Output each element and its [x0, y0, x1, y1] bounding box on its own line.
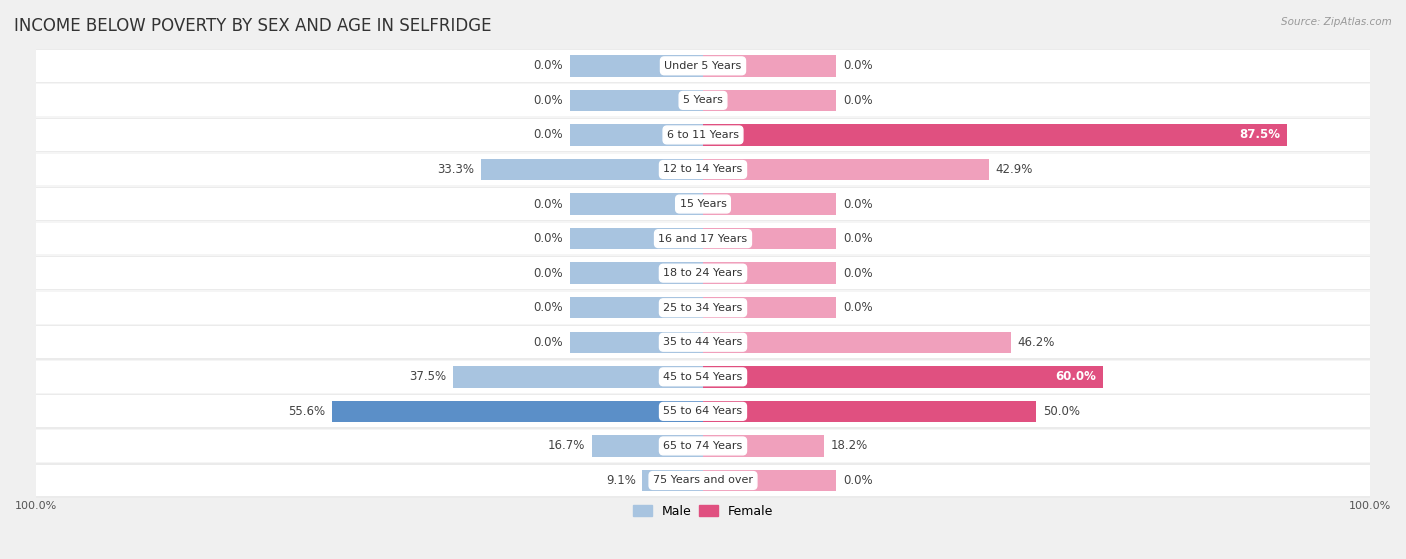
Text: 50.0%: 50.0% — [1043, 405, 1080, 418]
Text: 60.0%: 60.0% — [1056, 370, 1097, 383]
Text: 33.3%: 33.3% — [437, 163, 474, 176]
Bar — [37, 395, 1369, 427]
Bar — [569, 297, 703, 319]
Bar — [569, 89, 703, 111]
Bar — [37, 430, 1369, 462]
Text: 5 Years: 5 Years — [683, 96, 723, 106]
Bar — [37, 257, 1369, 289]
Bar — [37, 83, 1369, 117]
Legend: Male, Female: Male, Female — [628, 500, 778, 523]
Bar — [37, 291, 1369, 325]
Text: 0.0%: 0.0% — [844, 474, 873, 487]
Bar — [332, 401, 703, 422]
Bar — [37, 326, 1369, 358]
Bar — [37, 49, 1369, 83]
Text: 18 to 24 Years: 18 to 24 Years — [664, 268, 742, 278]
Text: 12 to 14 Years: 12 to 14 Years — [664, 164, 742, 174]
Text: INCOME BELOW POVERTY BY SEX AND AGE IN SELFRIDGE: INCOME BELOW POVERTY BY SEX AND AGE IN S… — [14, 17, 492, 35]
Bar — [569, 193, 703, 215]
Text: 0.0%: 0.0% — [533, 336, 562, 349]
Bar — [569, 262, 703, 284]
Bar — [37, 117, 1369, 152]
Bar — [37, 119, 1369, 151]
Text: 0.0%: 0.0% — [844, 232, 873, 245]
Bar — [37, 361, 1369, 393]
Text: 87.5%: 87.5% — [1239, 129, 1279, 141]
Text: 55.6%: 55.6% — [288, 405, 326, 418]
Bar — [37, 429, 1369, 463]
Text: 75 Years and over: 75 Years and over — [652, 476, 754, 485]
Bar — [37, 188, 1369, 220]
Bar — [569, 55, 703, 77]
Text: 16 and 17 Years: 16 and 17 Years — [658, 234, 748, 244]
Bar — [37, 463, 1369, 498]
Text: 45 to 54 Years: 45 to 54 Years — [664, 372, 742, 382]
Bar — [37, 292, 1369, 324]
Text: Source: ZipAtlas.com: Source: ZipAtlas.com — [1281, 17, 1392, 27]
Text: 0.0%: 0.0% — [844, 197, 873, 211]
Text: 46.2%: 46.2% — [1018, 336, 1054, 349]
Bar — [37, 256, 1369, 291]
Bar — [37, 465, 1369, 496]
Text: 42.9%: 42.9% — [995, 163, 1033, 176]
Bar — [703, 401, 1036, 422]
Bar — [703, 228, 837, 249]
Text: 0.0%: 0.0% — [533, 197, 562, 211]
Text: 0.0%: 0.0% — [533, 129, 562, 141]
Bar — [37, 221, 1369, 256]
Bar — [37, 187, 1369, 221]
Text: 0.0%: 0.0% — [533, 59, 562, 72]
Bar — [703, 435, 824, 457]
Text: 0.0%: 0.0% — [844, 301, 873, 314]
Text: 0.0%: 0.0% — [844, 267, 873, 280]
Bar — [703, 193, 837, 215]
Text: 0.0%: 0.0% — [533, 94, 562, 107]
Bar — [569, 331, 703, 353]
Bar — [703, 366, 1104, 387]
Bar — [37, 222, 1369, 254]
Bar — [703, 297, 837, 319]
Text: 9.1%: 9.1% — [606, 474, 636, 487]
Bar — [703, 124, 1286, 146]
Text: 0.0%: 0.0% — [844, 59, 873, 72]
Bar — [592, 435, 703, 457]
Bar — [703, 89, 837, 111]
Bar — [569, 228, 703, 249]
Bar — [37, 325, 1369, 359]
Bar — [481, 159, 703, 180]
Text: 16.7%: 16.7% — [547, 439, 585, 452]
Text: 18.2%: 18.2% — [831, 439, 869, 452]
Text: 0.0%: 0.0% — [533, 267, 562, 280]
Bar — [37, 84, 1369, 116]
Bar — [37, 359, 1369, 394]
Bar — [37, 152, 1369, 187]
Bar — [37, 154, 1369, 186]
Bar — [453, 366, 703, 387]
Bar — [703, 159, 988, 180]
Bar — [703, 262, 837, 284]
Text: 37.5%: 37.5% — [409, 370, 446, 383]
Text: 55 to 64 Years: 55 to 64 Years — [664, 406, 742, 416]
Text: 25 to 34 Years: 25 to 34 Years — [664, 303, 742, 312]
Text: 35 to 44 Years: 35 to 44 Years — [664, 337, 742, 347]
Text: 15 Years: 15 Years — [679, 199, 727, 209]
Text: 0.0%: 0.0% — [533, 232, 562, 245]
Text: 0.0%: 0.0% — [844, 94, 873, 107]
Text: 0.0%: 0.0% — [533, 301, 562, 314]
Bar — [37, 394, 1369, 429]
Text: 6 to 11 Years: 6 to 11 Years — [666, 130, 740, 140]
Bar — [643, 470, 703, 491]
Bar — [37, 50, 1369, 82]
Text: Under 5 Years: Under 5 Years — [665, 61, 741, 71]
Bar — [703, 470, 837, 491]
Bar — [569, 124, 703, 146]
Bar — [703, 55, 837, 77]
Text: 65 to 74 Years: 65 to 74 Years — [664, 441, 742, 451]
Bar — [703, 331, 1011, 353]
